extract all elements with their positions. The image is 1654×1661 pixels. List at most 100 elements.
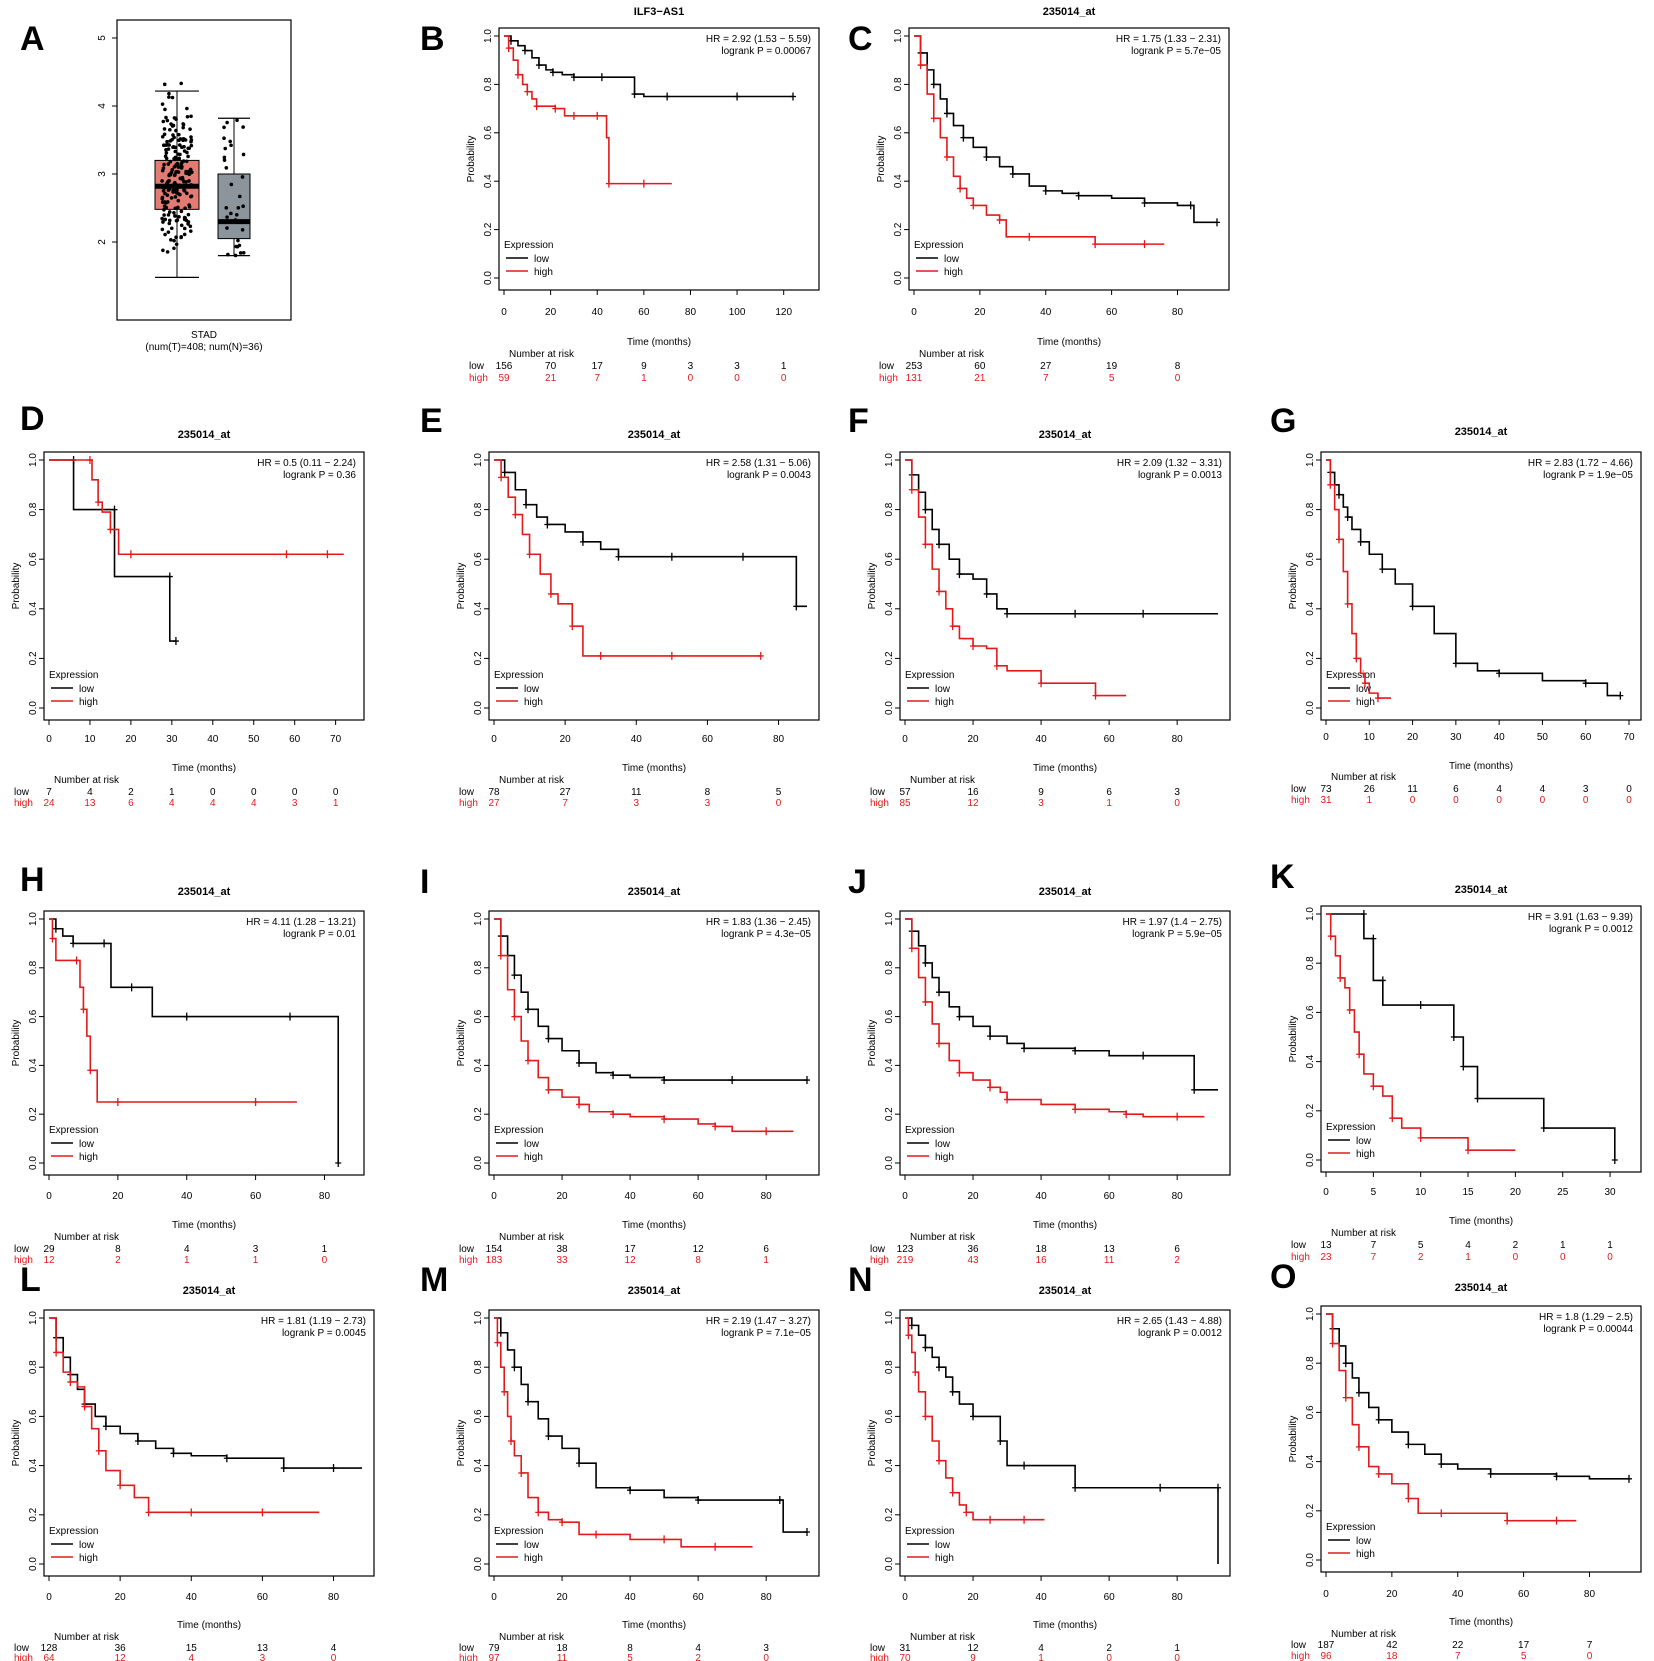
hr-text: HR = 2.65 (1.43 − 4.88) — [1117, 1316, 1222, 1327]
x-tick-label: 0 — [1323, 732, 1329, 743]
x-tick-label: 5 — [1371, 1187, 1377, 1198]
y-tick-label: 0.2 — [28, 1107, 39, 1121]
y-tick-label: 0.4 — [473, 1058, 484, 1072]
censor-mark-high — [259, 1508, 266, 1517]
censor-mark-high — [922, 997, 929, 1006]
x-tick-label: 120 — [775, 307, 792, 318]
series-line-low — [494, 459, 807, 608]
risk-low-value: 253 — [906, 361, 923, 372]
risk-high-value: 0 — [1175, 373, 1181, 384]
y-tick-label: 0.6 — [893, 125, 904, 139]
censor-mark-low — [1072, 609, 1079, 618]
plot-frame — [899, 910, 1231, 1176]
legend-high-label: high — [1356, 1149, 1375, 1160]
x-tick-label: 40 — [1040, 307, 1052, 318]
x-tick-label: 20 — [560, 734, 572, 745]
censor-mark-low — [739, 552, 746, 561]
risk-high-value: 43 — [967, 1255, 979, 1266]
plot-frame — [1320, 905, 1642, 1173]
censor-mark-high — [757, 651, 764, 660]
risk-low-value: 17 — [1518, 1640, 1530, 1651]
censor-mark-low — [627, 1486, 634, 1495]
censor-mark-low — [1409, 602, 1416, 611]
data-point — [162, 132, 167, 137]
y-tick-label: 0.8 — [483, 77, 494, 91]
risk-low-value: 17 — [592, 361, 604, 372]
y-axis-label: Probability — [466, 136, 477, 183]
censor-mark-high — [535, 1508, 542, 1517]
censor-mark-high — [661, 1115, 668, 1124]
x-tick-label: 0 — [491, 1191, 497, 1202]
censor-mark-high — [908, 944, 915, 953]
risk-low-value: 4 — [1465, 1240, 1471, 1251]
y-tick-label: 0.4 — [884, 1458, 895, 1472]
censor-mark-high — [1026, 232, 1033, 241]
data-point — [222, 158, 227, 162]
risk-low-value: 5 — [776, 787, 782, 798]
x-tick-label: 80 — [1172, 734, 1184, 745]
plot-frame — [43, 451, 365, 721]
x-tick-label: 20 — [1510, 1187, 1522, 1198]
risk-high-value: 7 — [594, 373, 600, 384]
censor-mark-low — [1452, 659, 1459, 668]
x-tick-label: 30 — [166, 734, 178, 745]
km-panel-c: C 235014_at 0.0 0.2 0.4 0.6 0.8 1.0 Probability 0… — [848, 6, 1230, 384]
logrank-text: logrank P = 7.1e−05 — [721, 1328, 811, 1339]
number-at-risk-label: Number at risk — [910, 775, 976, 786]
x-axis-label: Time (months) — [172, 763, 236, 774]
risk-high-value: 27 — [488, 798, 500, 809]
censor-mark-low — [1487, 1469, 1494, 1478]
y-tick-label: 0.0 — [28, 1156, 39, 1170]
y-tick-label: 1.0 — [483, 29, 494, 43]
legend-high-label: high — [935, 1152, 954, 1163]
risk-row-low-label: low — [459, 787, 475, 798]
legend-low-label: low — [1356, 684, 1372, 695]
risk-row-high-label: high — [1291, 1651, 1310, 1661]
series-line-low — [49, 1317, 362, 1469]
censor-mark-low — [545, 1034, 552, 1043]
y-tick-label: 0.8 — [1305, 1356, 1316, 1370]
risk-high-value: 0 — [1513, 1252, 1519, 1263]
logrank-text: logrank P = 5.9e−05 — [1132, 929, 1222, 940]
censor-mark-high — [524, 87, 531, 96]
censor-mark-high — [1092, 691, 1099, 700]
series-line-low — [1326, 1313, 1629, 1480]
risk-row-low-label: low — [870, 787, 886, 798]
risk-low-value: 4 — [1496, 784, 1502, 795]
series-line-high — [49, 1317, 320, 1514]
y-tick-label: 0.8 — [884, 960, 895, 974]
logrank-text: logrank P = 1.9e−05 — [1543, 470, 1633, 481]
censor-mark-low — [183, 1012, 190, 1021]
censor-mark-high — [498, 473, 505, 482]
risk-low-value: 3 — [688, 361, 694, 372]
censor-mark-high — [936, 1456, 943, 1465]
plot-frame — [899, 1309, 1231, 1577]
x-tick-label: 60 — [1518, 1589, 1530, 1600]
censor-mark-low — [1215, 1483, 1221, 1492]
risk-row-high-label: high — [14, 1255, 33, 1266]
y-tick-label: 1.0 — [473, 912, 484, 926]
y-tick-label: 1.0 — [28, 453, 39, 467]
data-point — [172, 246, 176, 251]
censor-mark-low — [1072, 1046, 1079, 1055]
legend-high-label: high — [534, 267, 553, 278]
y-axis-label: Probability — [1288, 1416, 1299, 1463]
y-tick-label: 1.0 — [28, 1311, 39, 1325]
data-point — [164, 115, 168, 120]
y-axis-label: Probability — [11, 563, 22, 610]
data-point — [172, 173, 177, 178]
y-tick-label: 0.8 — [884, 502, 895, 516]
censor-mark-low — [970, 1412, 977, 1421]
data-point — [225, 215, 229, 219]
chart-title: 235014_at — [1039, 1285, 1092, 1297]
x-tick-label: 80 — [761, 1592, 773, 1603]
y-tick-label: 0.0 — [473, 701, 484, 715]
censor-mark-high — [81, 1402, 88, 1411]
censor-mark-high — [1038, 679, 1045, 688]
y-tick-label: 0.8 — [473, 502, 484, 516]
risk-row-low-label: low — [14, 787, 30, 798]
risk-low-value: 6 — [763, 1244, 769, 1255]
data-point — [189, 183, 194, 187]
risk-high-value: 70 — [899, 1653, 911, 1661]
chart-title: 235014_at — [1455, 426, 1508, 438]
